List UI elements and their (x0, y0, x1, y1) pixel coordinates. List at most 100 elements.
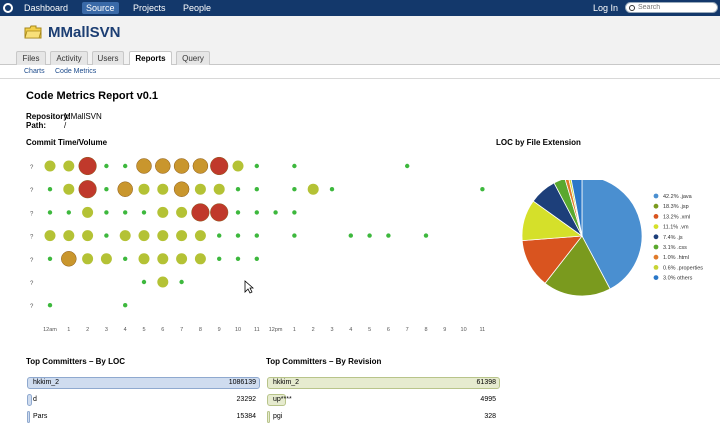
bubble-point[interactable] (273, 210, 278, 215)
search-input[interactable] (638, 3, 716, 12)
bubble-point[interactable] (254, 163, 259, 169)
bubble-point[interactable] (423, 233, 429, 238)
tab-query[interactable]: Query (176, 51, 210, 65)
bubble-point[interactable] (44, 230, 56, 242)
bubble-point[interactable] (117, 181, 133, 197)
bubble-point[interactable] (157, 183, 169, 195)
bubble-point[interactable] (78, 156, 97, 176)
bubble-point[interactable] (176, 206, 188, 218)
committer-row[interactable]: hkkim_2 61398 (267, 377, 500, 390)
bubble-point[interactable] (123, 210, 128, 215)
nav-people[interactable]: People (183, 3, 212, 13)
bubble-point[interactable] (47, 187, 53, 192)
bubble-point[interactable] (292, 210, 297, 215)
tab-users[interactable]: Users (92, 51, 124, 65)
bubble-point[interactable] (123, 163, 128, 169)
bubble-point[interactable] (104, 163, 109, 169)
bubble-point[interactable] (405, 163, 410, 169)
bubble-point[interactable] (138, 183, 150, 195)
bubble-point[interactable] (254, 187, 259, 192)
bubble-point[interactable] (173, 181, 190, 197)
bubble-point[interactable] (367, 233, 372, 238)
committer-row[interactable]: hkkim_2 1086139 (27, 377, 260, 390)
bubble-point[interactable] (254, 233, 259, 238)
tab-reports[interactable]: Reports (129, 51, 172, 66)
bubble-point[interactable] (82, 230, 94, 242)
bubble-point[interactable] (235, 256, 241, 261)
bubble-point[interactable] (386, 233, 391, 238)
bubble-point[interactable] (82, 206, 94, 218)
bubble-point[interactable] (194, 253, 206, 265)
bubble-point[interactable] (194, 230, 206, 242)
bubble-point[interactable] (217, 256, 222, 261)
bubble-point[interactable] (176, 253, 188, 265)
bubble-point[interactable] (66, 210, 71, 215)
search-box[interactable] (625, 2, 718, 13)
committer-row[interactable]: Pars 15384 (27, 411, 260, 424)
nav-projects[interactable]: Projects (133, 3, 166, 13)
app-logo-icon[interactable] (3, 3, 13, 13)
bubble-point[interactable] (123, 256, 128, 261)
bubble-point[interactable] (176, 230, 188, 242)
bubble-point[interactable] (194, 183, 206, 195)
bubble-point[interactable] (480, 187, 485, 192)
bubble-point[interactable] (292, 163, 297, 169)
bubble-point[interactable] (254, 256, 259, 261)
bubble-point[interactable] (155, 158, 171, 174)
bubble-point[interactable] (210, 203, 229, 222)
tab-files[interactable]: Files (16, 51, 46, 65)
bubble-point[interactable] (217, 233, 222, 238)
bubble-point[interactable] (292, 233, 297, 238)
pie-slice[interactable] (553, 180, 583, 237)
committer-row[interactable]: up**** 4995 (267, 394, 500, 407)
bubble-point[interactable] (47, 210, 53, 215)
bubble-point[interactable] (157, 206, 169, 218)
tab-activity[interactable]: Activity (50, 51, 88, 65)
bubble-point[interactable] (78, 180, 97, 199)
bubble-point[interactable] (136, 158, 152, 174)
bubble-point[interactable] (100, 253, 112, 265)
bubble-point[interactable] (292, 187, 297, 192)
bubble-point[interactable] (235, 233, 241, 238)
bubble-point[interactable] (61, 251, 77, 267)
bubble-point[interactable] (141, 210, 147, 215)
bubble-point[interactable] (232, 160, 244, 172)
committer-row[interactable]: d 23292 (27, 394, 260, 407)
nav-dashboard[interactable]: Dashboard (24, 3, 69, 13)
bubble-point[interactable] (210, 156, 229, 176)
nav-source[interactable]: Source (82, 2, 119, 14)
subnav-charts[interactable]: Charts (24, 68, 45, 75)
committer-row[interactable]: pgi 328 (267, 411, 500, 424)
pie-slice[interactable] (570, 180, 583, 237)
bubble-point[interactable] (44, 160, 56, 172)
bubble-point[interactable] (235, 210, 241, 215)
bubble-point[interactable] (82, 253, 94, 265)
bubble-point[interactable] (157, 276, 169, 288)
bubble-point[interactable] (191, 203, 210, 222)
bubble-point[interactable] (119, 230, 131, 242)
bubble-point[interactable] (179, 279, 184, 285)
pie-slice[interactable] (581, 180, 643, 290)
bubble-point[interactable] (138, 253, 150, 265)
bubble-point[interactable] (254, 210, 259, 215)
bubble-point[interactable] (213, 183, 225, 195)
bubble-point[interactable] (141, 279, 147, 285)
bubble-point[interactable] (138, 230, 150, 242)
bubble-point[interactable] (348, 233, 353, 238)
bubble-point[interactable] (235, 187, 241, 192)
bubble-point[interactable] (123, 303, 128, 308)
bubble-point[interactable] (104, 187, 109, 192)
bubble-point[interactable] (63, 230, 75, 242)
bubble-point[interactable] (47, 303, 53, 308)
bubble-point[interactable] (104, 233, 109, 238)
pie-slice[interactable] (544, 235, 611, 297)
bubble-point[interactable] (192, 158, 209, 174)
subnav-code-metrics[interactable]: Code Metrics (55, 68, 97, 75)
bubble-point[interactable] (157, 253, 169, 265)
bubble-point[interactable] (104, 210, 109, 215)
bubble-point[interactable] (63, 160, 75, 172)
bubble-point[interactable] (63, 183, 75, 195)
bubble-point[interactable] (47, 256, 53, 261)
bubble-point[interactable] (157, 230, 169, 242)
bubble-point[interactable] (329, 187, 335, 192)
